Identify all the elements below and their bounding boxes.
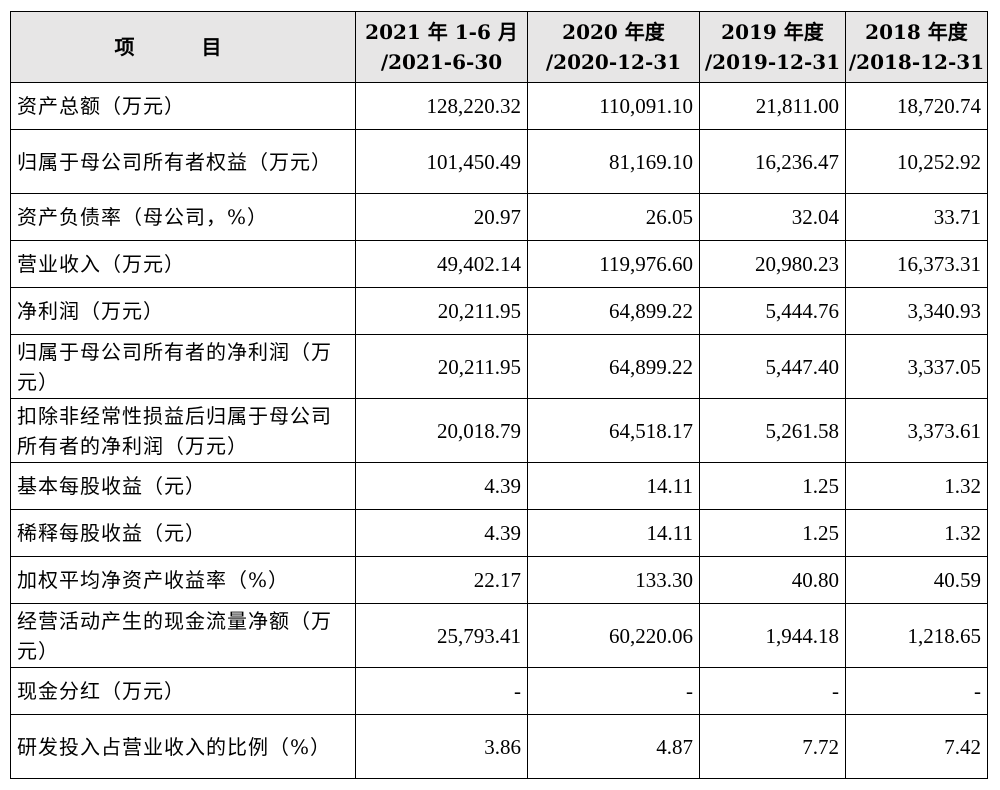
value-2018: 3,373.61: [845, 398, 988, 463]
row-label: 资产负债率（母公司，%）: [10, 193, 356, 241]
header-item: 项 目: [10, 11, 356, 83]
value-2021h1: 3.86: [355, 714, 528, 779]
table-row: 资产负债率（母公司，%） 20.97 26.05 32.04 33.71: [10, 193, 988, 241]
value-2018: -: [845, 667, 988, 715]
header-row: 项 目 2021 年 1-6 月 /2021-6-30 2020 年度 /202…: [10, 11, 988, 83]
value-2018: 3,340.93: [845, 287, 988, 335]
value-2020: 14.11: [527, 509, 700, 557]
header-2021h1-date: /2021-6-30: [380, 50, 503, 74]
value-2019: 5,447.40: [699, 334, 846, 399]
value-2018: 16,373.31: [845, 240, 988, 288]
value-2020: 81,169.10: [527, 129, 700, 194]
value-2018: 1.32: [845, 509, 988, 557]
value-2021h1: 20,211.95: [355, 334, 528, 399]
value-2018: 7.42: [845, 714, 988, 779]
row-label: 研发投入占营业收入的比例（%）: [10, 714, 356, 779]
value-2021h1: 20,018.79: [355, 398, 528, 463]
header-2020-date: /2020-12-31: [545, 50, 682, 74]
row-label: 营业收入（万元）: [10, 240, 356, 288]
table-row: 归属于母公司所有者权益（万元） 101,450.49 81,169.10 16,…: [10, 129, 988, 194]
value-2019: 21,811.00: [699, 82, 846, 130]
value-2021h1: 22.17: [355, 556, 528, 604]
header-2021h1-period: 2021 年 1-6 月: [365, 20, 518, 44]
row-label: 归属于母公司所有者权益（万元）: [10, 129, 356, 194]
value-2018: 1,218.65: [845, 603, 988, 668]
value-2019: 16,236.47: [699, 129, 846, 194]
table-row: 研发投入占营业收入的比例（%） 3.86 4.87 7.72 7.42: [10, 714, 988, 779]
table-body: 资产总额（万元） 128,220.32 110,091.10 21,811.00…: [10, 82, 988, 779]
row-label: 扣除非经常性损益后归属于母公司所有者的净利润（万元）: [10, 398, 356, 463]
table-row: 净利润（万元） 20,211.95 64,899.22 5,444.76 3,3…: [10, 287, 988, 335]
table-row: 经营活动产生的现金流量净额（万元） 25,793.41 60,220.06 1,…: [10, 603, 988, 668]
value-2020: -: [527, 667, 700, 715]
header-2018: 2018 年度 /2018-12-31: [845, 11, 988, 83]
value-2021h1: 101,450.49: [355, 129, 528, 194]
header-2019: 2019 年度 /2019-12-31: [699, 11, 846, 83]
value-2020: 119,976.60: [527, 240, 700, 288]
value-2019: 7.72: [699, 714, 846, 779]
row-label: 净利润（万元）: [10, 287, 356, 335]
value-2020: 4.87: [527, 714, 700, 779]
header-2019-date: /2019-12-31: [704, 50, 841, 74]
value-2018: 40.59: [845, 556, 988, 604]
value-2020: 133.30: [527, 556, 700, 604]
value-2021h1: 4.39: [355, 462, 528, 510]
row-label: 稀释每股收益（元）: [10, 509, 356, 557]
table-row: 资产总额（万元） 128,220.32 110,091.10 21,811.00…: [10, 82, 988, 130]
row-label: 现金分红（万元）: [10, 667, 356, 715]
value-2021h1: 20,211.95: [355, 287, 528, 335]
value-2019: 40.80: [699, 556, 846, 604]
value-2021h1: 20.97: [355, 193, 528, 241]
value-2019: 5,261.58: [699, 398, 846, 463]
header-2019-period: 2019 年度: [721, 20, 824, 44]
value-2021h1: 4.39: [355, 509, 528, 557]
value-2019: 32.04: [699, 193, 846, 241]
table-row: 加权平均净资产收益率（%） 22.17 133.30 40.80 40.59: [10, 556, 988, 604]
header-2018-period: 2018 年度: [865, 20, 968, 44]
value-2018: 10,252.92: [845, 129, 988, 194]
table-row: 归属于母公司所有者的净利润（万元） 20,211.95 64,899.22 5,…: [10, 334, 988, 399]
value-2021h1: 25,793.41: [355, 603, 528, 668]
value-2018: 18,720.74: [845, 82, 988, 130]
value-2020: 110,091.10: [527, 82, 700, 130]
value-2019: 1,944.18: [699, 603, 846, 668]
value-2021h1: 128,220.32: [355, 82, 528, 130]
value-2019: 5,444.76: [699, 287, 846, 335]
row-label: 加权平均净资产收益率（%）: [10, 556, 356, 604]
header-2020: 2020 年度 /2020-12-31: [527, 11, 700, 83]
value-2021h1: 49,402.14: [355, 240, 528, 288]
value-2020: 14.11: [527, 462, 700, 510]
value-2020: 64,899.22: [527, 334, 700, 399]
table-row: 营业收入（万元） 49,402.14 119,976.60 20,980.23 …: [10, 240, 988, 288]
row-label: 基本每股收益（元）: [10, 462, 356, 510]
financial-summary-sheet: 项 目 2021 年 1-6 月 /2021-6-30 2020 年度 /202…: [10, 11, 988, 779]
financial-summary-table: 项 目 2021 年 1-6 月 /2021-6-30 2020 年度 /202…: [10, 11, 988, 779]
row-label: 经营活动产生的现金流量净额（万元）: [10, 603, 356, 668]
value-2020: 64,518.17: [527, 398, 700, 463]
value-2019: 1.25: [699, 509, 846, 557]
table-row: 扣除非经常性损益后归属于母公司所有者的净利润（万元） 20,018.79 64,…: [10, 398, 988, 463]
table-header: 项 目 2021 年 1-6 月 /2021-6-30 2020 年度 /202…: [10, 11, 988, 83]
row-label: 归属于母公司所有者的净利润（万元）: [10, 334, 356, 399]
value-2020: 60,220.06: [527, 603, 700, 668]
value-2018: 3,337.05: [845, 334, 988, 399]
table-row: 基本每股收益（元） 4.39 14.11 1.25 1.32: [10, 462, 988, 510]
header-2020-period: 2020 年度: [562, 20, 665, 44]
value-2019: -: [699, 667, 846, 715]
header-2021h1: 2021 年 1-6 月 /2021-6-30: [355, 11, 528, 83]
value-2018: 33.71: [845, 193, 988, 241]
header-2018-date: /2018-12-31: [848, 50, 985, 74]
table-row: 稀释每股收益（元） 4.39 14.11 1.25 1.32: [10, 509, 988, 557]
value-2018: 1.32: [845, 462, 988, 510]
value-2021h1: -: [355, 667, 528, 715]
value-2019: 20,980.23: [699, 240, 846, 288]
value-2020: 64,899.22: [527, 287, 700, 335]
table-row: 现金分红（万元） - - - -: [10, 667, 988, 715]
row-label: 资产总额（万元）: [10, 82, 356, 130]
value-2019: 1.25: [699, 462, 846, 510]
value-2020: 26.05: [527, 193, 700, 241]
